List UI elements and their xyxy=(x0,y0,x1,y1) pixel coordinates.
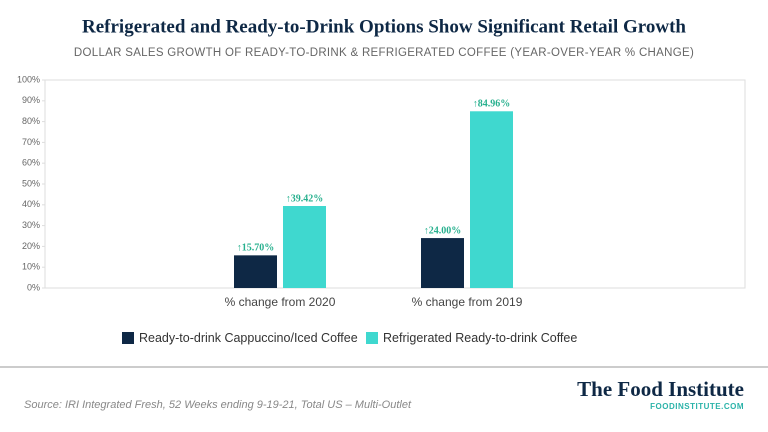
value-label: ↑15.70% xyxy=(237,243,275,254)
x-tick-label: % change from 2019 xyxy=(412,295,523,309)
brand: The Food Institute xyxy=(577,377,744,401)
legend-label: Ready-to-drink Cappuccino/Iced Coffee xyxy=(139,331,358,345)
bar xyxy=(234,255,277,288)
value-label: ↑39.42% xyxy=(286,193,324,204)
y-tick-label: 0% xyxy=(27,282,40,292)
y-tick-label: 50% xyxy=(22,178,40,188)
bar xyxy=(421,238,464,288)
bar xyxy=(283,206,326,288)
chart-title: Refrigerated and Ready-to-Drink Options … xyxy=(82,16,686,37)
y-tick-label: 40% xyxy=(22,199,40,209)
y-tick-label: 20% xyxy=(22,241,40,251)
plot-frame xyxy=(44,79,746,289)
chart-subtitle: DOLLAR SALES GROWTH OF READY-TO-DRINK & … xyxy=(74,47,694,59)
legend-swatch xyxy=(122,332,134,344)
y-tick-label: 80% xyxy=(22,116,40,126)
x-tick-label: % change from 2020 xyxy=(225,295,336,309)
value-label: ↑84.96% xyxy=(473,99,511,110)
bar xyxy=(470,111,513,288)
y-tick-label: 60% xyxy=(22,158,40,168)
y-tick-label: 70% xyxy=(22,137,40,147)
y-tick-label: 30% xyxy=(22,220,40,230)
y-tick-label: 100% xyxy=(17,74,40,84)
y-tick-label: 10% xyxy=(22,262,40,272)
y-tick-label: 90% xyxy=(22,95,40,105)
source: Source: IRI Integrated Fresh, 52 Weeks e… xyxy=(24,399,412,411)
legend-swatch xyxy=(366,332,378,344)
brand-url: FOODINSTITUTE.COM xyxy=(650,402,744,411)
value-label: ↑24.00% xyxy=(424,225,462,236)
legend-label: Refrigerated Ready-to-drink Coffee xyxy=(383,331,577,345)
